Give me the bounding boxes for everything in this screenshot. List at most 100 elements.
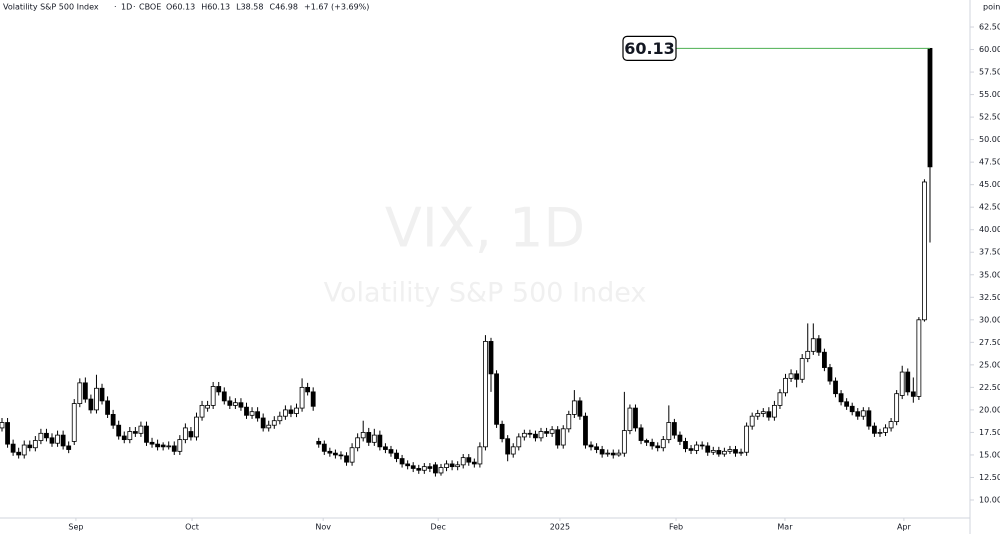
candle-body	[688, 448, 694, 451]
candle-body	[60, 434, 66, 447]
candle-body	[749, 415, 755, 427]
candle-body	[755, 413, 761, 417]
candle-body	[188, 431, 194, 438]
x-tick-label: Dec	[430, 523, 445, 532]
candle-body	[221, 391, 227, 402]
candle-body	[905, 371, 911, 393]
candle-body	[477, 446, 483, 465]
candle-body	[922, 181, 927, 321]
sep: ·	[114, 3, 117, 12]
ohlc-value: L38.58	[236, 3, 263, 12]
candle-body	[166, 445, 172, 448]
candle-body	[677, 434, 683, 442]
candle-body	[571, 400, 577, 415]
exchange: CBOE	[139, 3, 161, 12]
candle-body	[483, 341, 488, 448]
candle-body	[99, 387, 105, 402]
candle-body	[877, 432, 883, 434]
y-tick-label: 40.00	[979, 225, 1000, 234]
y-tick-label: 20.00	[979, 405, 1000, 414]
candle-body	[849, 405, 855, 413]
candle-body	[377, 434, 383, 448]
candle-body	[633, 407, 638, 429]
candle-body	[27, 444, 33, 449]
candle-body	[260, 417, 266, 429]
candle-body	[455, 464, 461, 468]
candle-body	[294, 407, 299, 414]
candle-body	[716, 450, 722, 455]
candle-body	[344, 455, 349, 463]
candle-body	[516, 436, 522, 448]
candle-body	[649, 441, 655, 447]
candle-body	[55, 434, 60, 444]
candle-body	[594, 446, 599, 450]
candle-body	[399, 458, 405, 465]
watermark-subtitle: Volatility S&P 500 Index	[324, 278, 647, 309]
ohlc-value: H60.13	[201, 3, 230, 12]
candle-body	[427, 466, 433, 469]
x-tick-label: Sep	[68, 523, 83, 532]
candle-body	[282, 409, 288, 417]
candle-body	[394, 452, 399, 459]
candle-body	[121, 435, 127, 441]
candle-body	[0, 422, 5, 429]
candle-body	[872, 425, 877, 434]
candle-body	[94, 387, 99, 411]
candle-body	[899, 371, 905, 396]
candle-body	[321, 443, 327, 452]
y-unit: point	[983, 3, 1000, 12]
candle-body	[671, 422, 677, 436]
y-tick-label: 15.00	[979, 450, 1000, 459]
candle-body	[471, 461, 477, 465]
candle-body	[533, 433, 538, 439]
candle-body	[383, 446, 388, 450]
candle-body	[49, 437, 55, 444]
y-tick-label: 12.50	[979, 473, 1000, 482]
candle-body	[88, 398, 94, 411]
candle-body	[738, 451, 744, 454]
candle-body	[210, 386, 216, 406]
candle-body	[777, 392, 783, 406]
candle-body	[766, 411, 772, 418]
candle-body	[860, 410, 866, 417]
candle-body	[627, 407, 633, 432]
candle-body	[444, 463, 449, 468]
candle-body	[327, 450, 333, 454]
y-tick-label: 45.00	[979, 180, 1000, 189]
watermark: VIX, 1D	[385, 197, 585, 260]
candle-body	[182, 427, 188, 441]
y-tick-label: 47.50	[979, 158, 1000, 167]
candle-body	[460, 457, 466, 466]
candle-body	[333, 452, 338, 456]
candle-body	[621, 430, 627, 454]
candle-body	[683, 441, 688, 450]
candle-body	[527, 432, 533, 435]
candle-body	[16, 451, 22, 456]
candle-body	[110, 413, 116, 426]
candle-body	[499, 423, 505, 440]
candle-body	[205, 404, 211, 409]
candle-body	[588, 444, 594, 448]
candle-body	[299, 386, 305, 409]
candle-body	[694, 444, 700, 451]
candle-body	[494, 373, 499, 425]
candle-body	[71, 403, 77, 442]
y-tick-label: 52.50	[979, 113, 1000, 122]
x-tick-label: Apr	[897, 523, 912, 532]
candle-body	[21, 444, 27, 456]
candle-body	[288, 409, 294, 414]
candle-body	[366, 432, 372, 443]
candle-body	[338, 454, 344, 457]
y-tick-label: 60.00	[979, 45, 1000, 54]
candle-body	[271, 420, 277, 426]
candle-body	[827, 367, 833, 382]
candle-body	[866, 410, 872, 427]
x-tick-label: 2025	[550, 523, 570, 532]
candle-body	[305, 386, 311, 393]
candle-body	[816, 338, 822, 353]
candle-body	[727, 449, 733, 452]
candle-body	[32, 440, 38, 449]
candle-body	[466, 457, 472, 463]
candle-body	[105, 400, 110, 415]
candle-body	[255, 411, 261, 419]
